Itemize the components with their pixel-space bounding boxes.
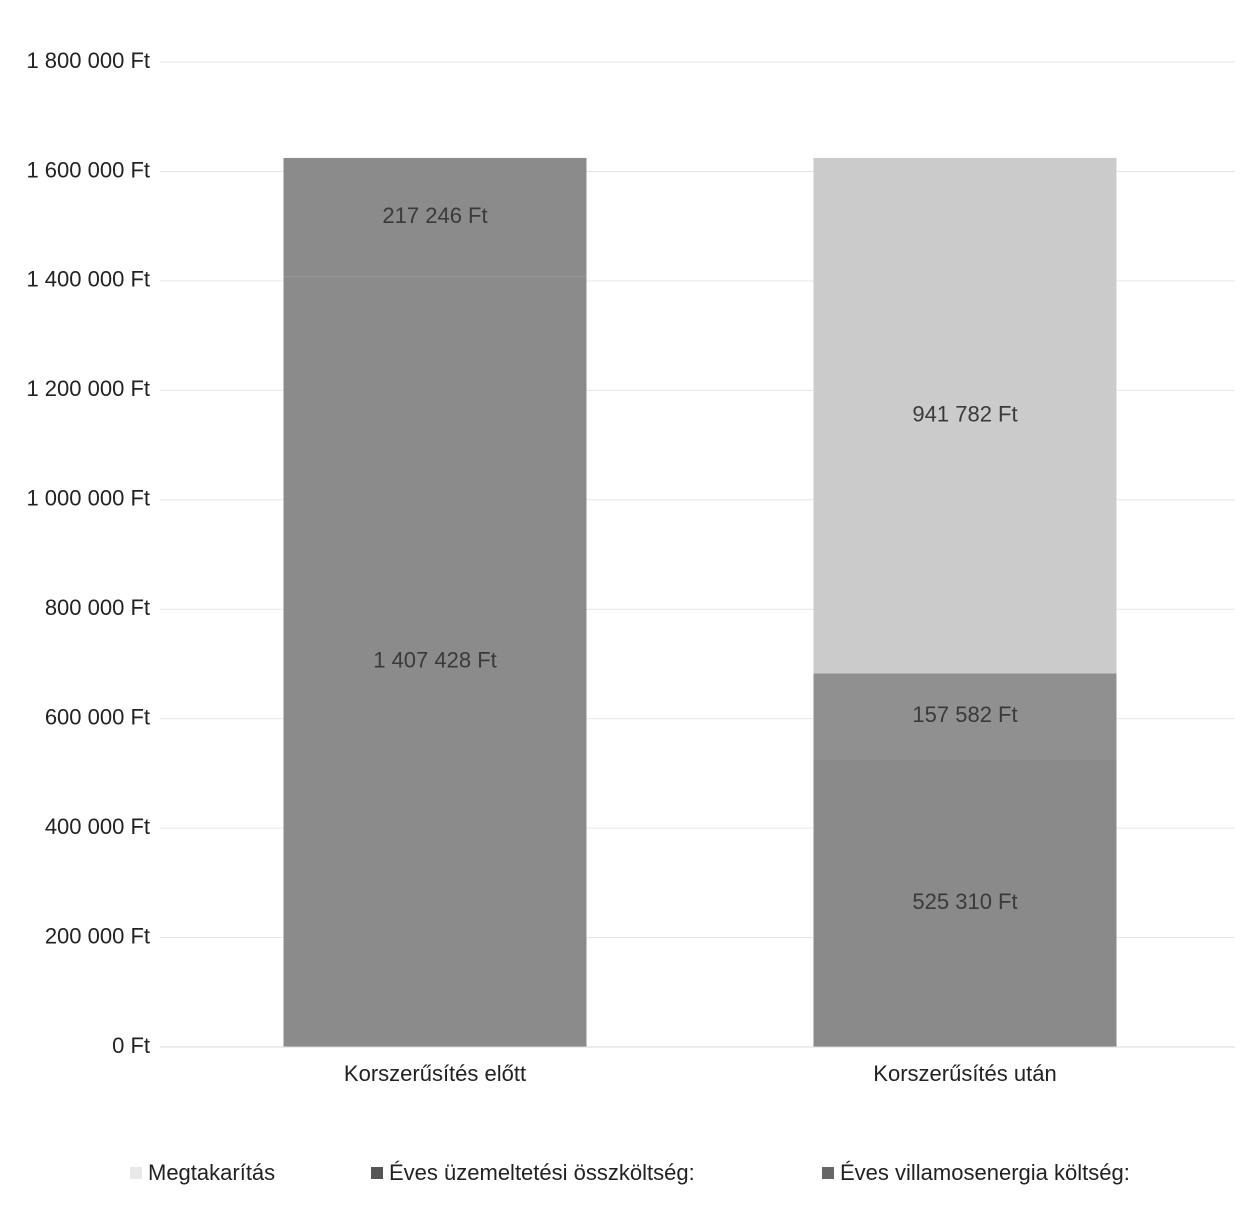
legend-label-villamosenergia: Éves villamosenergia költség: <box>840 1160 1130 1185</box>
bar-1-series-2 <box>813 157 1117 674</box>
x-category-label-0: Korszerűsítés előtt <box>344 1061 526 1086</box>
data-label-1-series-1: 157 582 Ft <box>912 702 1017 727</box>
legend-item-megtakaritas: Megtakarítás <box>130 1160 275 1186</box>
bar-1-series-0 <box>813 759 1117 1047</box>
data-label-0-series-2: 217 246 Ft <box>382 203 487 228</box>
legend-label-megtakaritas: Megtakarítás <box>148 1160 276 1185</box>
y-tick-label-5: 1 000 000 Ft <box>26 486 150 511</box>
y-tick-label-6: 1 200 000 Ft <box>26 376 150 401</box>
y-tick-label-0: 0 Ft <box>112 1033 150 1058</box>
y-tick-label-7: 1 400 000 Ft <box>26 267 150 292</box>
legend-label-uzemeltetesi: Éves üzemeltetési összköltség: <box>389 1160 695 1185</box>
y-tick-label-4: 800 000 Ft <box>45 595 150 620</box>
data-label-0-series-1: 1 407 428 Ft <box>373 648 497 673</box>
legend-item-uzemeltetesi: Éves üzemeltetési összköltség: <box>371 1160 695 1186</box>
legend: Megtakarítás Éves üzemeltetési összkölts… <box>0 1160 1257 1200</box>
legend-swatch-villamosenergia <box>822 1167 834 1179</box>
y-tick-label-2: 400 000 Ft <box>45 814 150 839</box>
y-tick-label-1: 200 000 Ft <box>45 923 150 948</box>
bar-0-series-2 <box>283 157 587 277</box>
x-category-label-1: Korszerűsítés után <box>873 1061 1056 1086</box>
y-tick-label-3: 600 000 Ft <box>45 704 150 729</box>
data-label-1-series-0: 525 310 Ft <box>912 889 1017 914</box>
data-label-1-series-2: 941 782 Ft <box>912 401 1017 426</box>
y-tick-label-9: 1 800 000 Ft <box>26 48 150 73</box>
stacked-bar-chart: 0 Ft 200 000 Ft 400 000 Ft 600 000 Ft 800 00… <box>26 48 1235 1086</box>
bar-1-series-1 <box>813 673 1117 760</box>
legend-swatch-megtakaritas <box>130 1167 142 1179</box>
y-tick-label-8: 1 600 000 Ft <box>26 157 150 182</box>
bar-0-series-1 <box>283 276 587 1048</box>
legend-swatch-uzemeltetesi <box>371 1167 383 1179</box>
legend-item-villamosenergia: Éves villamosenergia költség: <box>822 1160 1130 1186</box>
